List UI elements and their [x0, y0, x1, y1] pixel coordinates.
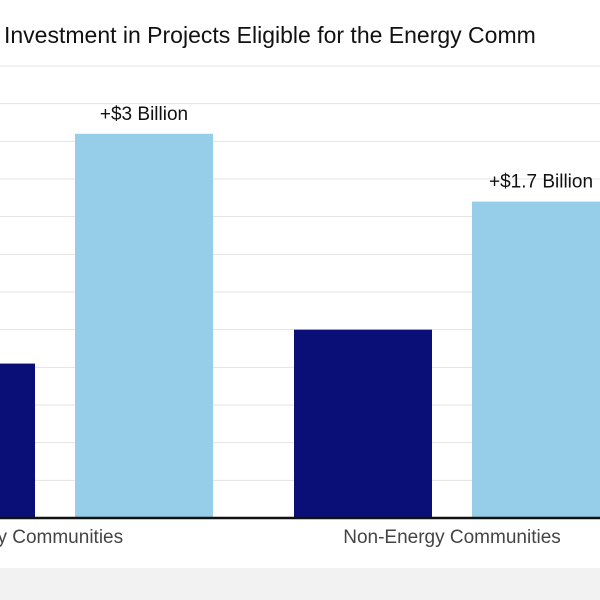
- bar: [0, 363, 35, 518]
- bars: [0, 133, 600, 519]
- data-label: +$3 Billion: [100, 104, 188, 125]
- bar: [75, 133, 213, 519]
- data-label: +$1.7 Billion: [489, 172, 593, 193]
- x-tick-label: gy Communities: [0, 527, 123, 548]
- bar: [294, 329, 432, 518]
- chart-title: Investment in Projects Eligible for the …: [4, 22, 536, 48]
- bar: [472, 201, 600, 518]
- x-tick-labels: gy Communities Non-Energy Communities: [0, 527, 561, 548]
- data-labels: +$3 Billion +$1.7 Billion: [100, 104, 593, 193]
- x-tick-label: Non-Energy Communities: [343, 527, 561, 548]
